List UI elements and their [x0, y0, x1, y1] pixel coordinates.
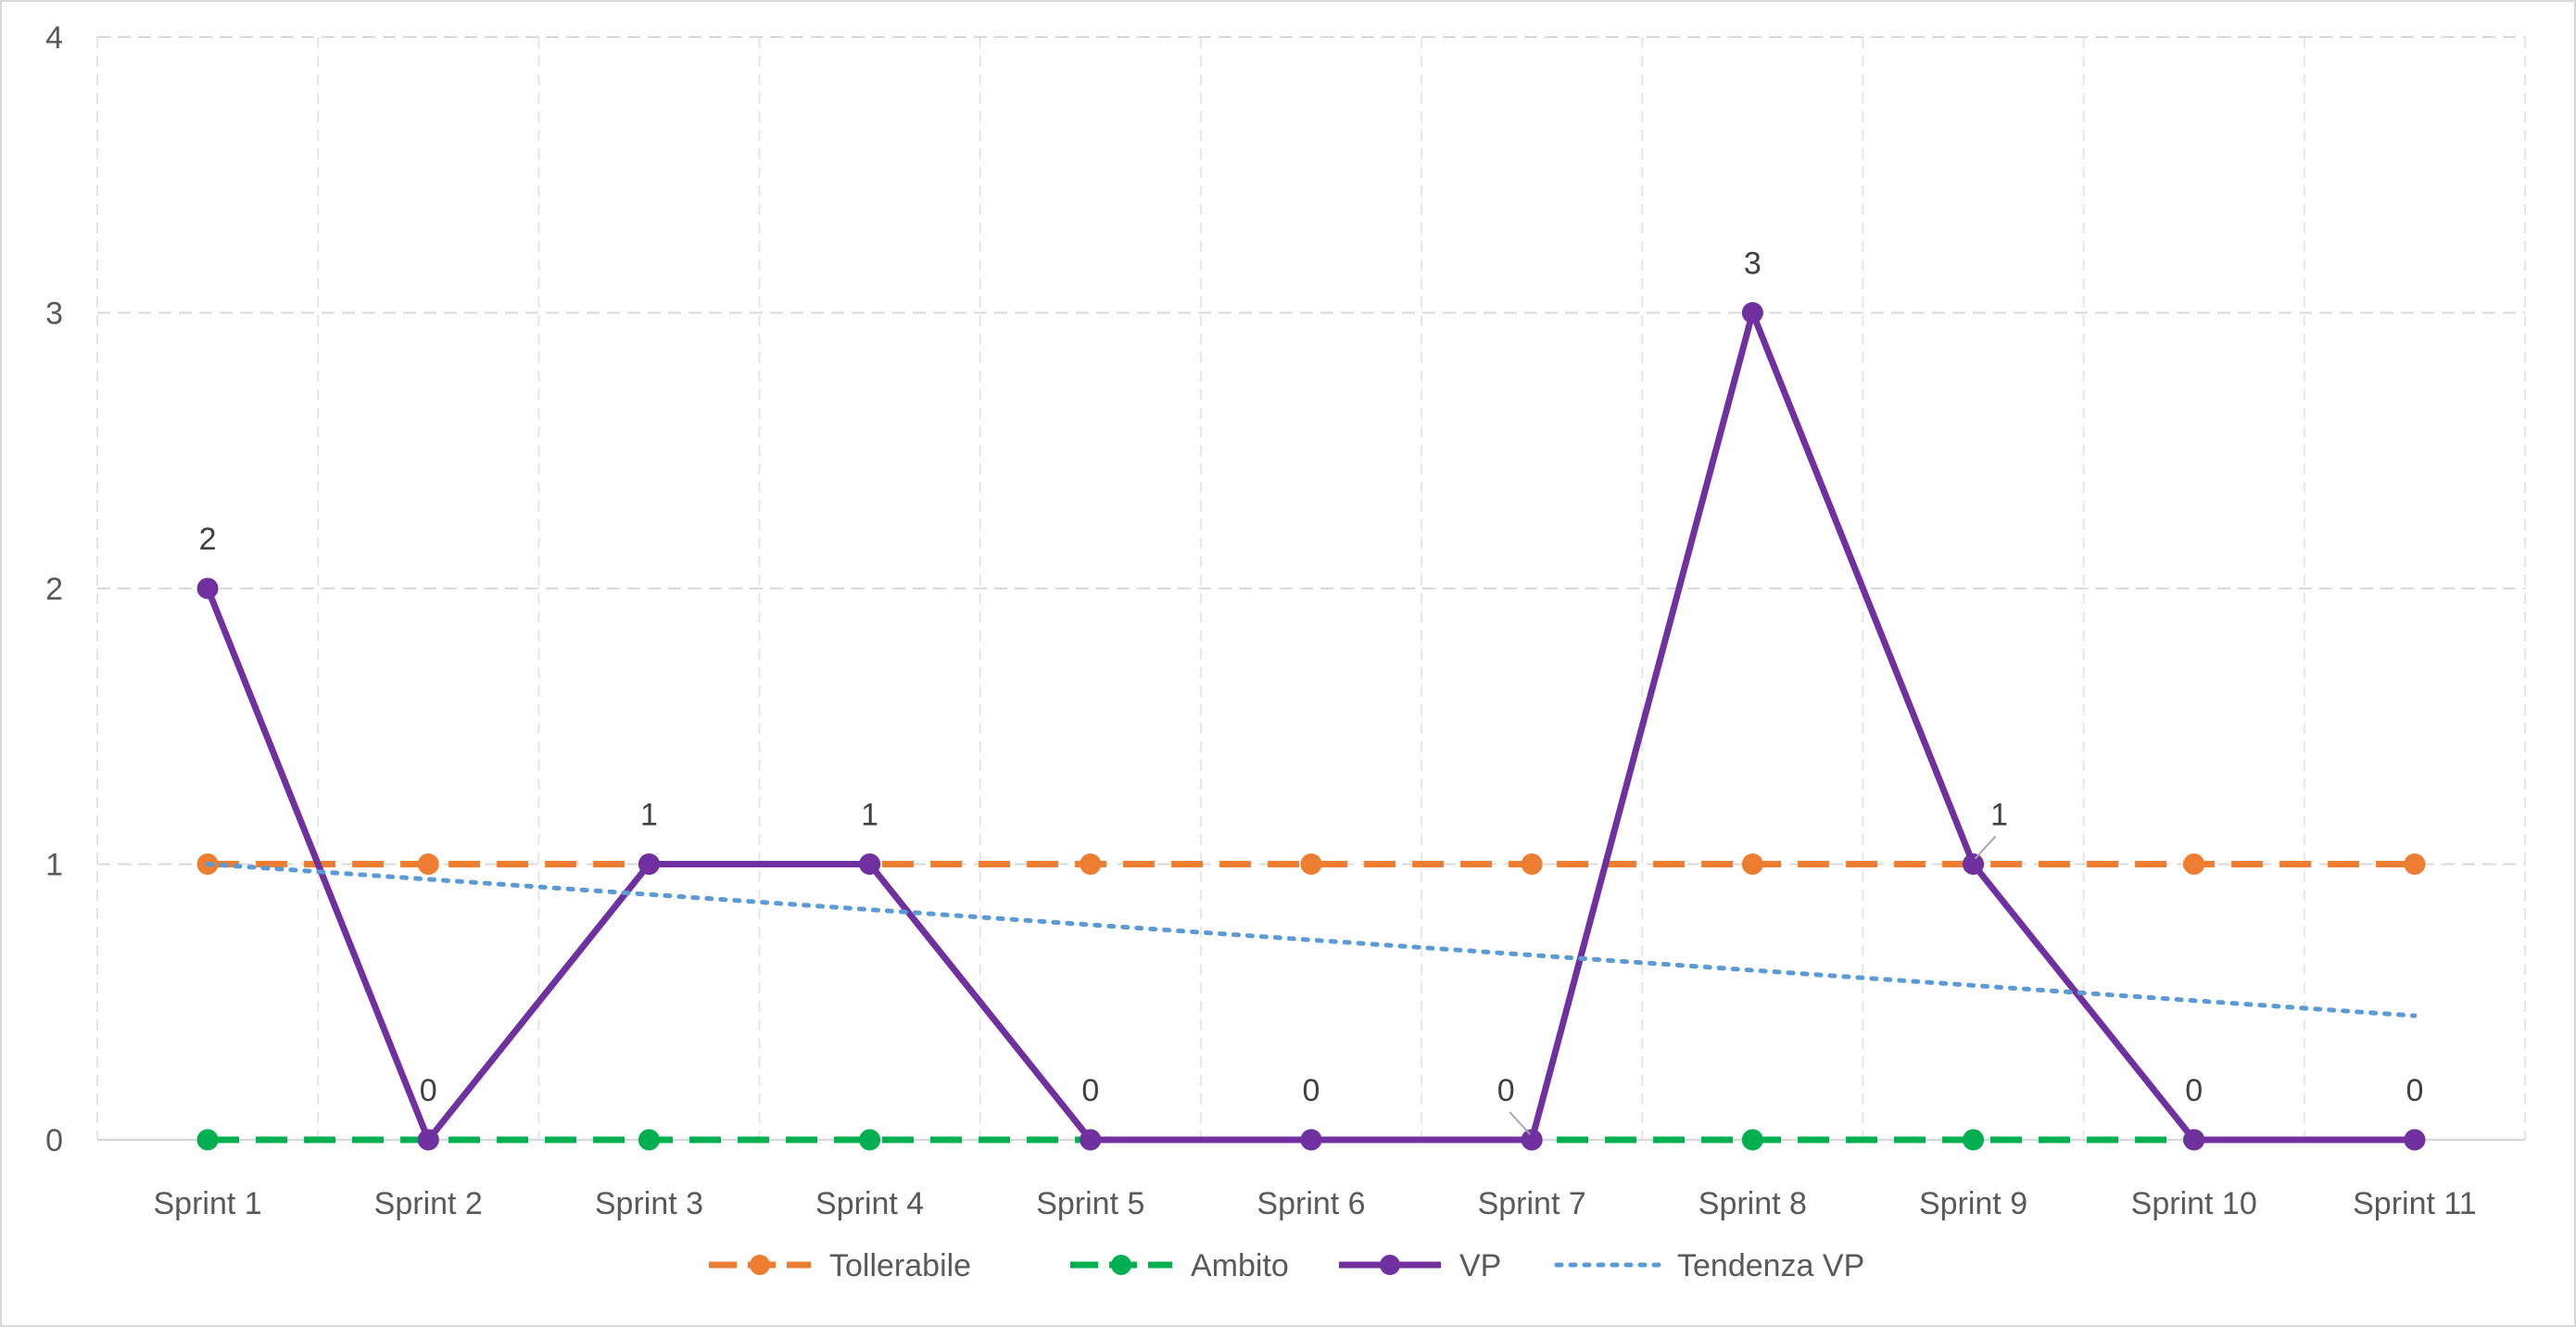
label-leader-line	[1974, 835, 1997, 860]
legend-marker	[750, 1255, 770, 1275]
data-point	[2183, 853, 2205, 875]
data-label: 1	[1990, 798, 2008, 833]
legend-label: Ambito	[1191, 1248, 1289, 1283]
y-tick-label: 0	[45, 1123, 63, 1158]
data-point	[859, 1129, 881, 1151]
data-label: 0	[1497, 1073, 1515, 1108]
x-tick-label: Sprint 3	[595, 1186, 703, 1221]
data-point	[1741, 1129, 1763, 1151]
x-tick-label: Sprint 1	[153, 1186, 261, 1221]
series-vp	[196, 302, 2426, 1151]
legend-item-ambito: Ambito	[1070, 1248, 1289, 1283]
data-point	[196, 577, 219, 600]
data-label: 0	[1081, 1073, 1099, 1108]
data-label: 3	[1744, 246, 1762, 282]
data-point	[1741, 853, 1763, 875]
data-point	[1080, 853, 1102, 875]
x-axis: Sprint 1 Sprint 2 Sprint 3 Sprint 4 Sprint 5…	[97, 1138, 2525, 1221]
legend-marker	[1111, 1255, 1131, 1275]
x-tick-label: Sprint 11	[2353, 1186, 2477, 1221]
data-label: 1	[640, 798, 658, 833]
data-labels: 2 0 1 1 0 0 0 3 1 0 0	[199, 246, 2423, 1135]
data-label: 2	[199, 522, 217, 557]
x-tick-label: Sprint 7	[1478, 1186, 1586, 1221]
legend-marker	[1380, 1255, 1400, 1275]
data-point	[638, 853, 660, 875]
data-point	[1741, 302, 1763, 323]
y-tick-label: 3	[45, 297, 63, 332]
y-axis: 0 1 2 3 4	[45, 20, 63, 1158]
legend-label: Tendenza VP	[1677, 1248, 1864, 1283]
data-point	[1963, 853, 1985, 875]
y-tick-label: 1	[45, 848, 63, 883]
data-point	[2404, 853, 2426, 875]
series	[196, 302, 2426, 1151]
data-label: 0	[420, 1073, 437, 1108]
x-tick-label: Sprint 10	[2131, 1186, 2257, 1221]
legend: Tollerabile Ambito VP Tendenza VP	[709, 1248, 1864, 1283]
grid	[96, 36, 2526, 1140]
x-tick-label: Sprint 9	[1919, 1186, 2027, 1221]
y-tick-label: 4	[45, 20, 63, 56]
data-label: 0	[2185, 1073, 2203, 1108]
data-point	[1300, 853, 1322, 875]
data-point	[2404, 1129, 2426, 1151]
data-point	[638, 1129, 660, 1151]
data-point	[859, 853, 881, 875]
data-label: 0	[1303, 1073, 1320, 1108]
y-tick-label: 2	[45, 572, 63, 607]
legend-item-tollerabile: Tollerabile	[709, 1248, 971, 1283]
data-point	[196, 1129, 219, 1151]
data-point	[1300, 1129, 1322, 1151]
data-point	[1521, 853, 1543, 875]
x-tick-label: Sprint 4	[815, 1186, 924, 1221]
legend-item-tendenza-vp: Tendenza VP	[1554, 1248, 1864, 1283]
x-tick-label: Sprint 8	[1698, 1186, 1807, 1221]
x-tick-label: Sprint 2	[374, 1186, 483, 1221]
data-label: 1	[861, 798, 878, 833]
data-label: 0	[2406, 1073, 2423, 1108]
label-leader-line	[1509, 1111, 1531, 1135]
legend-item-vp: VP	[1339, 1248, 1501, 1283]
data-point	[1963, 1129, 1985, 1151]
legend-label: Tollerabile	[829, 1248, 971, 1283]
legend-label: VP	[1459, 1248, 1501, 1283]
data-point	[2183, 1129, 2205, 1151]
data-point	[1080, 1129, 1102, 1151]
data-point	[417, 853, 439, 875]
x-tick-label: Sprint 5	[1036, 1186, 1144, 1221]
data-point	[1521, 1129, 1543, 1151]
data-point	[417, 1129, 439, 1151]
x-tick-label: Sprint 6	[1256, 1186, 1365, 1221]
